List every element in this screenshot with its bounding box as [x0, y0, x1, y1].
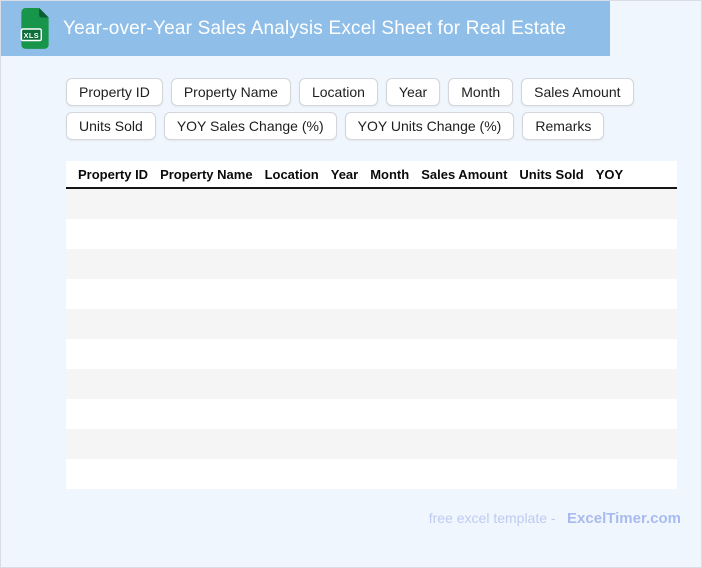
table-body: [66, 189, 677, 489]
chip-month[interactable]: Month: [448, 78, 514, 106]
chip-units-sold[interactable]: Units Sold: [66, 112, 156, 140]
table-row: [66, 459, 677, 489]
chip-remarks[interactable]: Remarks: [522, 112, 605, 140]
chip-location[interactable]: Location: [298, 78, 378, 106]
chip-yoy-sales-change[interactable]: YOY Sales Change (%): [163, 112, 337, 140]
column-header-year: Year: [330, 166, 359, 182]
column-header-location: Location: [264, 166, 319, 182]
footer-note: free excel template -: [428, 510, 556, 526]
column-header-month: Month: [370, 166, 410, 182]
data-table: Property ID Property Name Location Year …: [66, 161, 677, 489]
field-chips: Property ID Property Name Location Year …: [66, 78, 701, 140]
chip-year[interactable]: Year: [385, 78, 441, 106]
table-row: [66, 309, 677, 339]
svg-text:XLS: XLS: [24, 31, 40, 40]
exceltimer-link[interactable]: ExcelTimer.com: [567, 510, 681, 527]
table-row: [66, 429, 677, 459]
column-header-property-name: Property Name: [160, 166, 253, 182]
table-row: [66, 249, 677, 279]
page-title: Year-over-Year Sales Analysis Excel Shee…: [63, 17, 567, 39]
chip-row-1: Property ID Property Name Location Year …: [66, 78, 701, 106]
column-header-sales-amount: Sales Amount: [421, 166, 508, 182]
table-row: [66, 399, 677, 429]
table-row: [66, 219, 677, 249]
table-header-row: Property ID Property Name Location Year …: [66, 161, 677, 189]
content-area: Property ID Property Name Location Year …: [1, 78, 701, 528]
table-row: [66, 279, 677, 309]
table-row: [66, 339, 677, 369]
table-row: [66, 189, 677, 219]
column-header-property-id: Property ID: [78, 166, 149, 182]
chip-row-2: Units Sold YOY Sales Change (%) YOY Unit…: [66, 112, 701, 140]
chip-property-id[interactable]: Property ID: [66, 78, 163, 106]
chip-yoy-units-change[interactable]: YOY Units Change (%): [344, 112, 515, 140]
column-header-units-sold: Units Sold: [519, 166, 584, 182]
table-row: [66, 369, 677, 399]
chip-property-name[interactable]: Property Name: [170, 78, 291, 106]
header: XLS Year-over-Year Sales Analysis Excel …: [1, 1, 610, 56]
xls-file-icon: XLS: [20, 7, 50, 51]
chip-sales-amount[interactable]: Sales Amount: [521, 78, 634, 106]
column-header-yoy: YOY: [595, 166, 624, 182]
footer: free excel template - ExcelTimer.com: [66, 510, 701, 528]
